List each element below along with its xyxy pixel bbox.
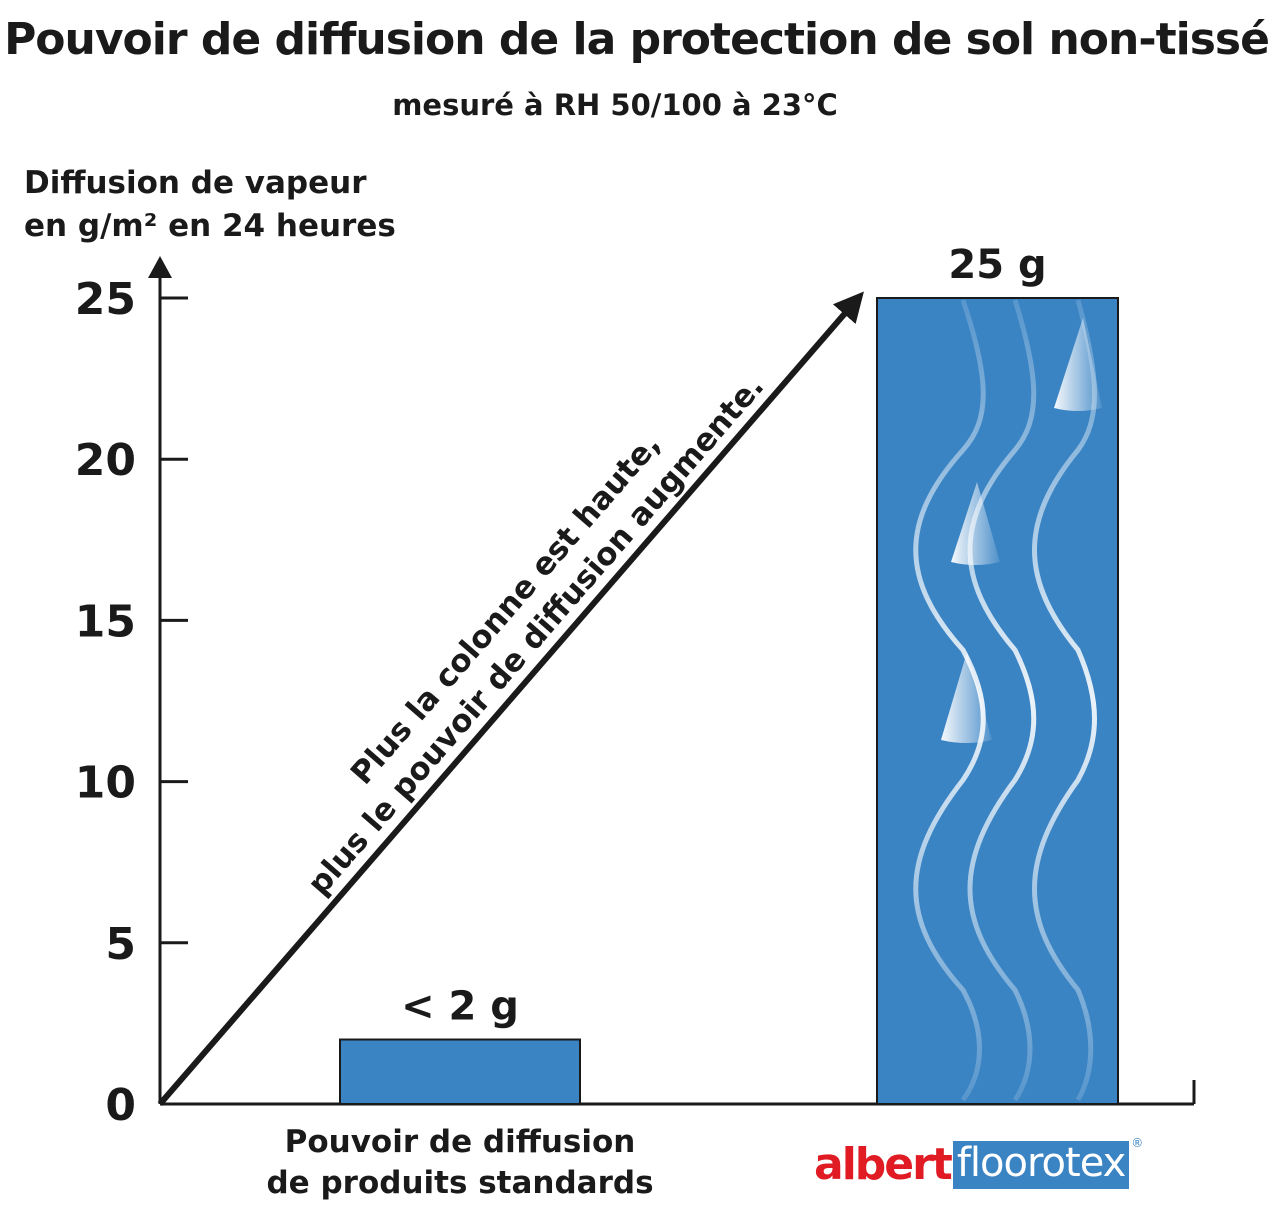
wave-line-3 [1032, 299, 1097, 1102]
y-tick-label: 0 [105, 1080, 136, 1131]
diffusion-cone-3 [941, 652, 992, 743]
y-tick-label: 20 [75, 435, 136, 486]
trend-annotation: Plus la colonne est haute, plus le pouvo… [301, 368, 772, 902]
logo-albert-text: albert [814, 1139, 953, 1190]
diffusion-cone-1 [1054, 318, 1102, 411]
y-tick-label: 25 [75, 274, 136, 325]
logo-floorotex-text: floorotex [952, 1141, 1130, 1189]
chart-title: Pouvoir de diffusion de la protection de… [4, 14, 1270, 65]
trend-arrow [157, 291, 864, 1106]
bar-value-label-1: < 2 g [401, 984, 519, 1030]
chart-subtitle: mesuré à RH 50/100 à 23°C [392, 88, 838, 122]
albert-floorotex-logo: albert floorotex ® [814, 1136, 1143, 1190]
category-label-standard-line1: Pouvoir de diffusion [284, 1124, 636, 1160]
y-tick-label: 10 [75, 758, 136, 809]
trend-annotation-line2: plus le pouvoir de diffusion augmente. [301, 368, 772, 902]
logo-registered-mark: ® [1131, 1136, 1144, 1150]
y-ticks: 0 5 10 15 20 25 [75, 274, 188, 1131]
bar-value-label-2: 25 g [948, 242, 1046, 288]
y-tick-label: 5 [105, 919, 136, 970]
y-axis-label-line1: Diffusion de vapeur [24, 165, 367, 201]
diffusion-waves [913, 299, 1102, 1102]
y-axis-arrow [148, 256, 172, 278]
y-axis-label: Diffusion de vapeur en g/m² en 24 heures [24, 162, 396, 248]
wave-line-2 [967, 299, 1037, 1102]
diffusion-cone-2 [951, 482, 1000, 565]
bar-1 [339, 1038, 581, 1106]
category-label-standard-line2: de produits standards [266, 1165, 654, 1201]
bar-2 [876, 297, 1119, 1105]
y-tick-label: 15 [75, 596, 136, 647]
trend-annotation-line1: Plus la colonne est haute, [344, 427, 668, 792]
category-label-standard: Pouvoir de diffusion de produits standar… [200, 1122, 720, 1204]
y-axis-label-line2: en g/m² en 24 heures [24, 208, 396, 244]
